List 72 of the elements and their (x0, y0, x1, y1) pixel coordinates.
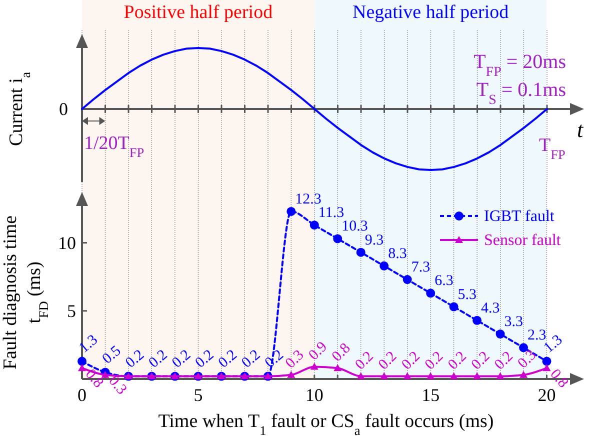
text: 0 (59, 99, 68, 119)
data-label: 2.3 (528, 328, 546, 344)
x-tick-label: 15 (422, 385, 440, 405)
data-label: 0.2 (146, 347, 171, 372)
point (403, 372, 412, 380)
band-label: Positive half period (124, 2, 274, 23)
legend-label: IGBT fault (484, 208, 555, 225)
point (542, 356, 552, 366)
data-label: 7.3 (411, 260, 430, 276)
point (287, 370, 296, 378)
data-label: 0.3 (515, 347, 540, 372)
data-label: 0.8 (329, 340, 354, 365)
data-label: 0.2 (192, 347, 218, 372)
point (310, 220, 319, 230)
data-label: 0.9 (306, 338, 330, 364)
data-label: 0.2 (169, 347, 194, 372)
point (333, 234, 342, 244)
point (542, 364, 551, 372)
point (450, 372, 458, 380)
data-label: 10.3 (342, 218, 368, 235)
data-label: 0.2 (492, 348, 516, 374)
data-label: 8.3 (388, 246, 407, 262)
point (449, 302, 458, 312)
data-label: 0.3 (282, 347, 308, 372)
point (356, 248, 366, 257)
point (310, 362, 318, 370)
x-tick-label: 0 (78, 385, 86, 405)
data-label: 0.2 (445, 348, 470, 374)
point (380, 261, 389, 270)
band-label: Negative half period (352, 2, 510, 23)
data-label: 0.2 (352, 348, 377, 374)
point (78, 364, 86, 372)
point (496, 372, 504, 380)
annotation: T$_{S}$ = 0.1ms (476, 79, 566, 108)
x-tick-label: 20 (538, 385, 556, 405)
point (286, 206, 296, 216)
point (356, 372, 365, 380)
point (380, 372, 388, 380)
point (402, 275, 412, 284)
data-label: 11.3 (318, 205, 344, 222)
data-label: 9.3 (364, 232, 384, 248)
point (496, 330, 505, 339)
data-label: 5.3 (458, 286, 477, 303)
annotation: T$_{FP}$ = 20ms (474, 51, 566, 80)
data-label: 4.3 (481, 300, 500, 316)
data-label: 0.2 (398, 348, 424, 374)
data-label: 1.3 (76, 332, 101, 356)
point (426, 288, 436, 298)
data-label: 0.2 (422, 348, 447, 374)
point (334, 364, 342, 372)
point (426, 372, 435, 380)
data-label: 0.2 (376, 348, 400, 374)
data-label: 12.3 (295, 191, 322, 208)
data-label: 6.3 (434, 273, 454, 290)
point (472, 316, 482, 325)
data-label: 0.2 (468, 348, 494, 374)
legend-label: Sensor fault (484, 232, 562, 249)
x-axis-title: t (576, 117, 584, 142)
data-label: 0.2 (216, 347, 240, 372)
data-label: 3.3 (504, 314, 524, 330)
data-label: 0.2 (122, 347, 148, 372)
point (78, 356, 86, 366)
x-tick-label: 5 (194, 385, 203, 405)
x-tick-label: 10 (305, 385, 324, 405)
data-label: 0.2 (238, 347, 264, 372)
point (473, 372, 482, 380)
data-label: 0.3 (105, 373, 130, 398)
annotation: T$_{FP}$ (539, 135, 566, 162)
data-label: 0.5 (100, 342, 124, 368)
x-axis-title: Time when T$_{1}$ fault or CS$_{a}$ fault occurs (ms) (158, 411, 494, 438)
point (520, 370, 528, 378)
annotation: 1/20T$_{FP}$ (84, 133, 144, 160)
